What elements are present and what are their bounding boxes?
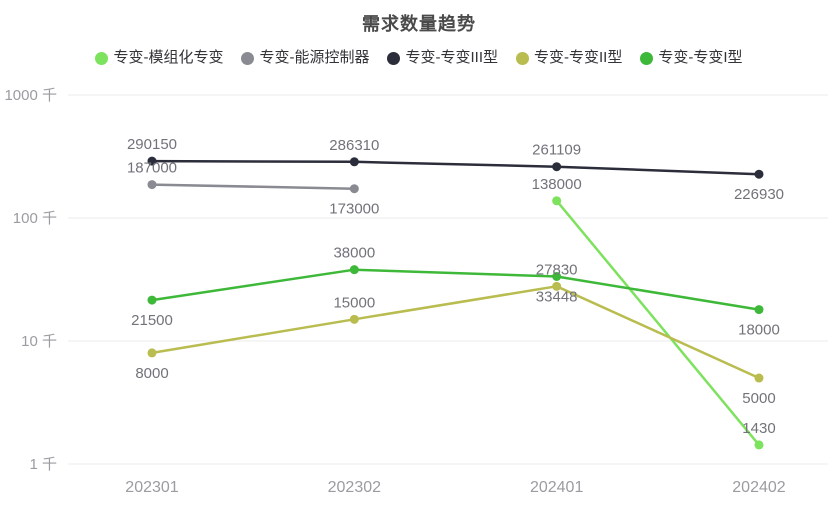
- legend-item-series-3[interactable]: 专变-专变III型: [387, 50, 498, 66]
- x-axis-tick-label: 202401: [530, 479, 583, 496]
- data-point[interactable]: [349, 184, 359, 194]
- data-point-label: 173000: [329, 201, 379, 218]
- data-point[interactable]: [349, 314, 359, 324]
- legend: 专变-模组化专变 专变-能源控制器 专变-专变III型 专变-专变II型 专变-专变I型: [0, 50, 838, 66]
- data-point[interactable]: [552, 162, 562, 172]
- data-point-label: 138000: [532, 176, 582, 193]
- data-point[interactable]: [754, 305, 764, 315]
- legend-item-series-1[interactable]: 专变-模组化专变: [95, 50, 223, 66]
- data-point[interactable]: [147, 295, 157, 305]
- data-point[interactable]: [147, 156, 157, 166]
- legend-swatch-icon: [241, 51, 255, 65]
- y-axis-tick-label: 1000 千: [4, 87, 57, 104]
- x-axis-tick-label: 202301: [125, 479, 178, 496]
- legend-item-label: 专变-专变I型: [658, 49, 743, 66]
- x-axis-tick-label: 202402: [732, 479, 785, 496]
- legend-item-label: 专变-专变III型: [405, 49, 498, 66]
- series-line[interactable]: [150, 159, 761, 176]
- y-axis-tick-label: 10 千: [21, 333, 57, 350]
- legend-item-series-2[interactable]: 专变-能源控制器: [241, 50, 369, 66]
- data-point-label: 290150: [127, 136, 177, 153]
- data-point[interactable]: [349, 265, 359, 275]
- legend-item-label: 专变-能源控制器: [259, 49, 370, 66]
- data-point[interactable]: [754, 440, 764, 450]
- series-line[interactable]: [150, 183, 356, 190]
- data-point-label: 18000: [738, 322, 780, 339]
- legend-swatch-icon: [640, 51, 654, 65]
- y-axis-tick-label: 1 千: [29, 456, 57, 473]
- x-axis-tick-label: 202302: [328, 479, 381, 496]
- legend-item-label: 专变-专变II型: [533, 49, 623, 66]
- data-point-label: 1430: [742, 420, 775, 437]
- series-line[interactable]: [150, 285, 761, 380]
- data-point-label: 226930: [734, 186, 784, 203]
- legend-item-series-4[interactable]: 专变-专变II型: [515, 49, 623, 66]
- data-point-label: 5000: [742, 390, 775, 407]
- legend-swatch-icon: [95, 51, 109, 65]
- legend-swatch-icon: [387, 51, 401, 65]
- legend-item-label: 专变-模组化专变: [113, 49, 224, 66]
- data-point-label: 261109: [532, 142, 581, 159]
- data-point[interactable]: [552, 281, 562, 291]
- data-point-label: 27830: [536, 261, 578, 278]
- series-line[interactable]: [555, 199, 761, 447]
- data-point-label: 187000: [127, 160, 177, 177]
- data-point-label: 38000: [333, 245, 375, 262]
- data-point-label: 15000: [333, 294, 375, 311]
- data-point[interactable]: [552, 272, 562, 282]
- legend-item-series-5[interactable]: 专变-专变I型: [640, 49, 743, 66]
- data-point-label: 286310: [329, 137, 379, 154]
- data-point[interactable]: [754, 169, 764, 179]
- data-point-label: 33448: [536, 289, 578, 306]
- data-point[interactable]: [147, 348, 157, 358]
- chart-title: 需求数量趋势: [362, 14, 476, 34]
- data-point[interactable]: [754, 373, 764, 383]
- data-point-label: 8000: [135, 365, 168, 382]
- data-point[interactable]: [552, 196, 562, 206]
- legend-swatch-icon: [515, 51, 529, 65]
- data-point-label: 21500: [131, 312, 173, 329]
- y-axis-tick-label: 100 千: [13, 210, 57, 227]
- data-point[interactable]: [147, 180, 157, 190]
- data-point[interactable]: [349, 157, 359, 167]
- series-line[interactable]: [150, 268, 761, 311]
